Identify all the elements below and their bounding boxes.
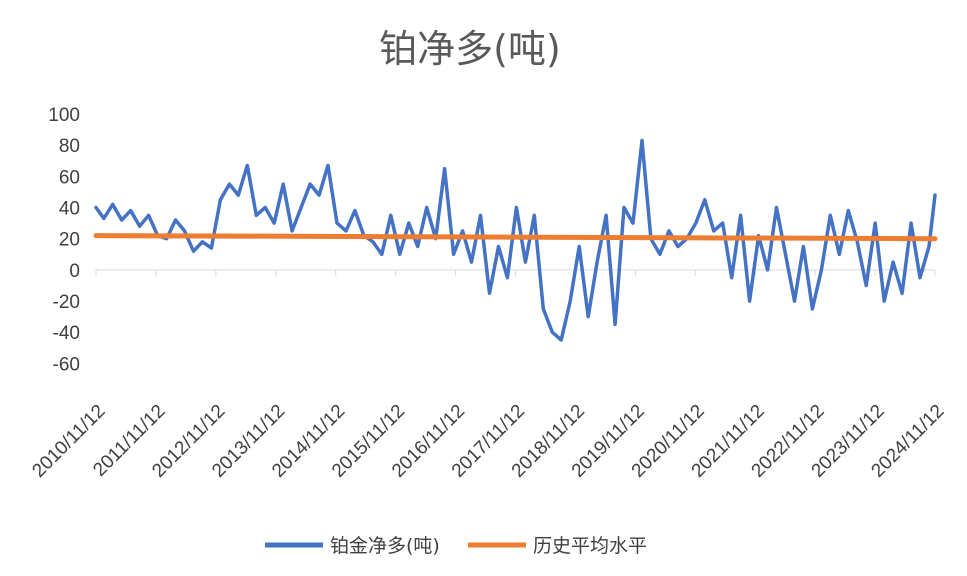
y-tick-label: 40 — [59, 199, 80, 220]
legend: 铂金净多(吨) 历史平均水平 — [265, 535, 647, 557]
y-tick-label: -20 — [53, 292, 80, 313]
series-line-historical-average — [93, 233, 938, 242]
y-tick-label: -60 — [53, 354, 80, 375]
x-tick-labels: 2010/11/122011/11/122012/11/122013/11/12… — [28, 401, 948, 482]
y-axis: 100 80 60 40 20 0 -20 -40 -60 — [48, 105, 80, 375]
y-tick-label: 80 — [59, 136, 80, 157]
y-tick-label: 0 — [69, 261, 80, 282]
legend-label: 铂金净多(吨) — [330, 535, 440, 557]
y-tick-label: -40 — [53, 323, 80, 344]
plot-area — [93, 138, 938, 342]
y-tick-label: 60 — [59, 167, 80, 188]
chart-title: 铂净多(吨) — [379, 27, 561, 71]
legend-label: 历史平均水平 — [533, 535, 647, 557]
y-tick-label: 20 — [59, 230, 80, 251]
series-line-platinum-net-long — [94, 138, 937, 342]
y-tick-label: 100 — [48, 105, 80, 126]
